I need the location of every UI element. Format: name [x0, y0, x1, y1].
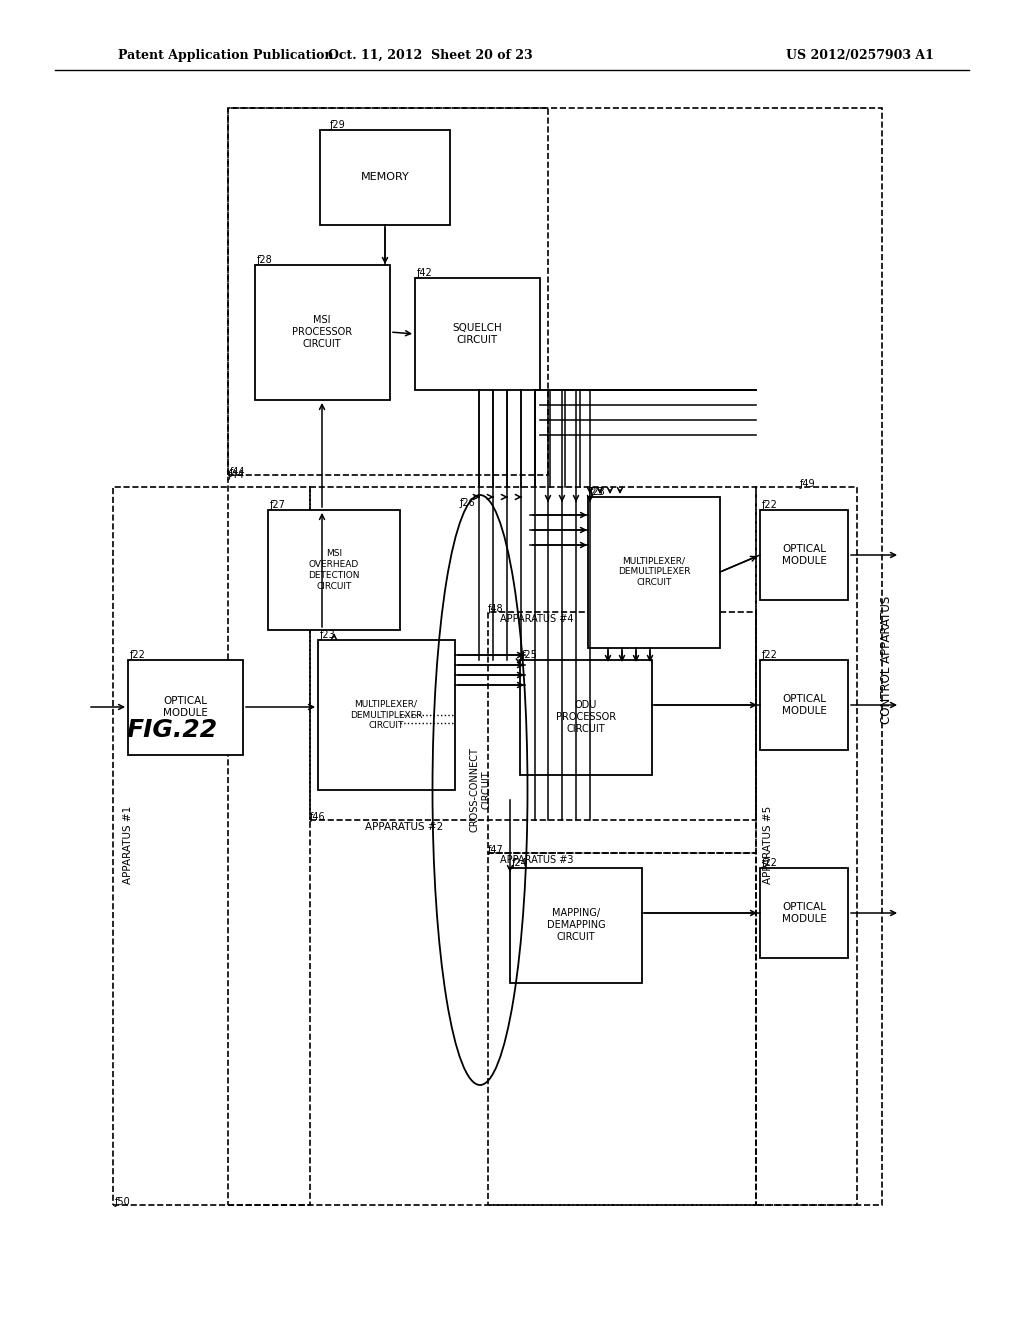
- Text: MAPPING/
DEMAPPING
CIRCUIT: MAPPING/ DEMAPPING CIRCUIT: [547, 908, 605, 942]
- Text: CONTROL APPARATUS: CONTROL APPARATUS: [881, 595, 894, 725]
- Text: ODU
PROCESSOR
CIRCUIT: ODU PROCESSOR CIRCUIT: [556, 700, 616, 734]
- Text: Patent Application Publication: Patent Application Publication: [118, 49, 334, 62]
- Text: ƒ23: ƒ23: [588, 487, 604, 498]
- Text: MSI
OVERHEAD
DETECTION
CIRCUIT: MSI OVERHEAD DETECTION CIRCUIT: [308, 549, 359, 590]
- Text: ƒ22: ƒ22: [130, 649, 145, 660]
- Text: ƒ26: ƒ26: [460, 498, 476, 508]
- Text: ƒ47: ƒ47: [488, 845, 504, 855]
- Text: APPARATUS #2: APPARATUS #2: [365, 822, 443, 832]
- Text: APPARATUS #4: APPARATUS #4: [500, 614, 573, 624]
- Text: ƒ25: ƒ25: [522, 649, 538, 660]
- Text: OPTICAL
MODULE: OPTICAL MODULE: [163, 696, 208, 718]
- Text: Oct. 11, 2012  Sheet 20 of 23: Oct. 11, 2012 Sheet 20 of 23: [328, 49, 532, 62]
- Bar: [228, 108, 882, 1205]
- Text: ƒ28: ƒ28: [257, 255, 272, 265]
- Bar: [319, 129, 450, 224]
- Text: APPARATUS #5: APPARATUS #5: [763, 807, 773, 884]
- Text: ƒ22: ƒ22: [762, 649, 778, 660]
- Text: ƒ27: ƒ27: [270, 500, 286, 510]
- Text: ƒ23: ƒ23: [319, 630, 336, 640]
- Text: APPARATUS #3: APPARATUS #3: [500, 855, 573, 865]
- Text: ƒ42: ƒ42: [417, 268, 433, 279]
- Text: ƒ44: ƒ44: [228, 470, 245, 480]
- Bar: [113, 487, 310, 1205]
- Text: ƒ29: ƒ29: [330, 120, 346, 129]
- Text: MULTIPLEXER/
DEMULTIPLEXER
CIRCUIT: MULTIPLEXER/ DEMULTIPLEXER CIRCUIT: [617, 557, 690, 587]
- Text: US 2012/0257903 A1: US 2012/0257903 A1: [786, 49, 934, 62]
- Text: ƒ22: ƒ22: [762, 858, 778, 869]
- Text: ƒ49: ƒ49: [800, 479, 816, 488]
- Text: MEMORY: MEMORY: [360, 172, 410, 182]
- Text: ƒ50: ƒ50: [115, 1197, 131, 1206]
- Bar: [310, 487, 756, 820]
- Text: APPARATUS #1: APPARATUS #1: [123, 807, 133, 884]
- Bar: [128, 660, 243, 755]
- Bar: [760, 660, 848, 750]
- Bar: [488, 612, 756, 853]
- Bar: [415, 279, 540, 389]
- Text: MSI
PROCESSOR
CIRCUIT: MSI PROCESSOR CIRCUIT: [292, 315, 352, 348]
- Text: MULTIPLEXER/
DEMULTIPLEXER
CIRCUIT: MULTIPLEXER/ DEMULTIPLEXER CIRCUIT: [350, 700, 422, 730]
- Bar: [268, 510, 400, 630]
- Bar: [760, 510, 848, 601]
- Text: OPTICAL
MODULE: OPTICAL MODULE: [781, 544, 826, 566]
- Text: ƒ24: ƒ24: [512, 858, 527, 869]
- Text: OPTICAL
MODULE: OPTICAL MODULE: [781, 694, 826, 715]
- Text: ƒ44: ƒ44: [230, 467, 246, 477]
- Bar: [228, 108, 548, 475]
- Text: ƒ48: ƒ48: [488, 605, 504, 614]
- Bar: [255, 265, 390, 400]
- Bar: [488, 853, 756, 1205]
- Text: OPTICAL
MODULE: OPTICAL MODULE: [781, 902, 826, 924]
- Bar: [520, 660, 652, 775]
- Bar: [756, 487, 857, 1205]
- Text: ƒ22: ƒ22: [762, 500, 778, 510]
- Text: FIG.22: FIG.22: [126, 718, 217, 742]
- Bar: [588, 498, 720, 648]
- Bar: [318, 640, 455, 789]
- Text: SQUELCH
CIRCUIT: SQUELCH CIRCUIT: [453, 323, 502, 345]
- Text: ƒ46: ƒ46: [310, 812, 326, 822]
- Text: CROSS-CONNECT
CIRCUIT: CROSS-CONNECT CIRCUIT: [469, 747, 490, 833]
- Bar: [510, 869, 642, 983]
- Text: ƒ23: ƒ23: [590, 487, 606, 498]
- Bar: [760, 869, 848, 958]
